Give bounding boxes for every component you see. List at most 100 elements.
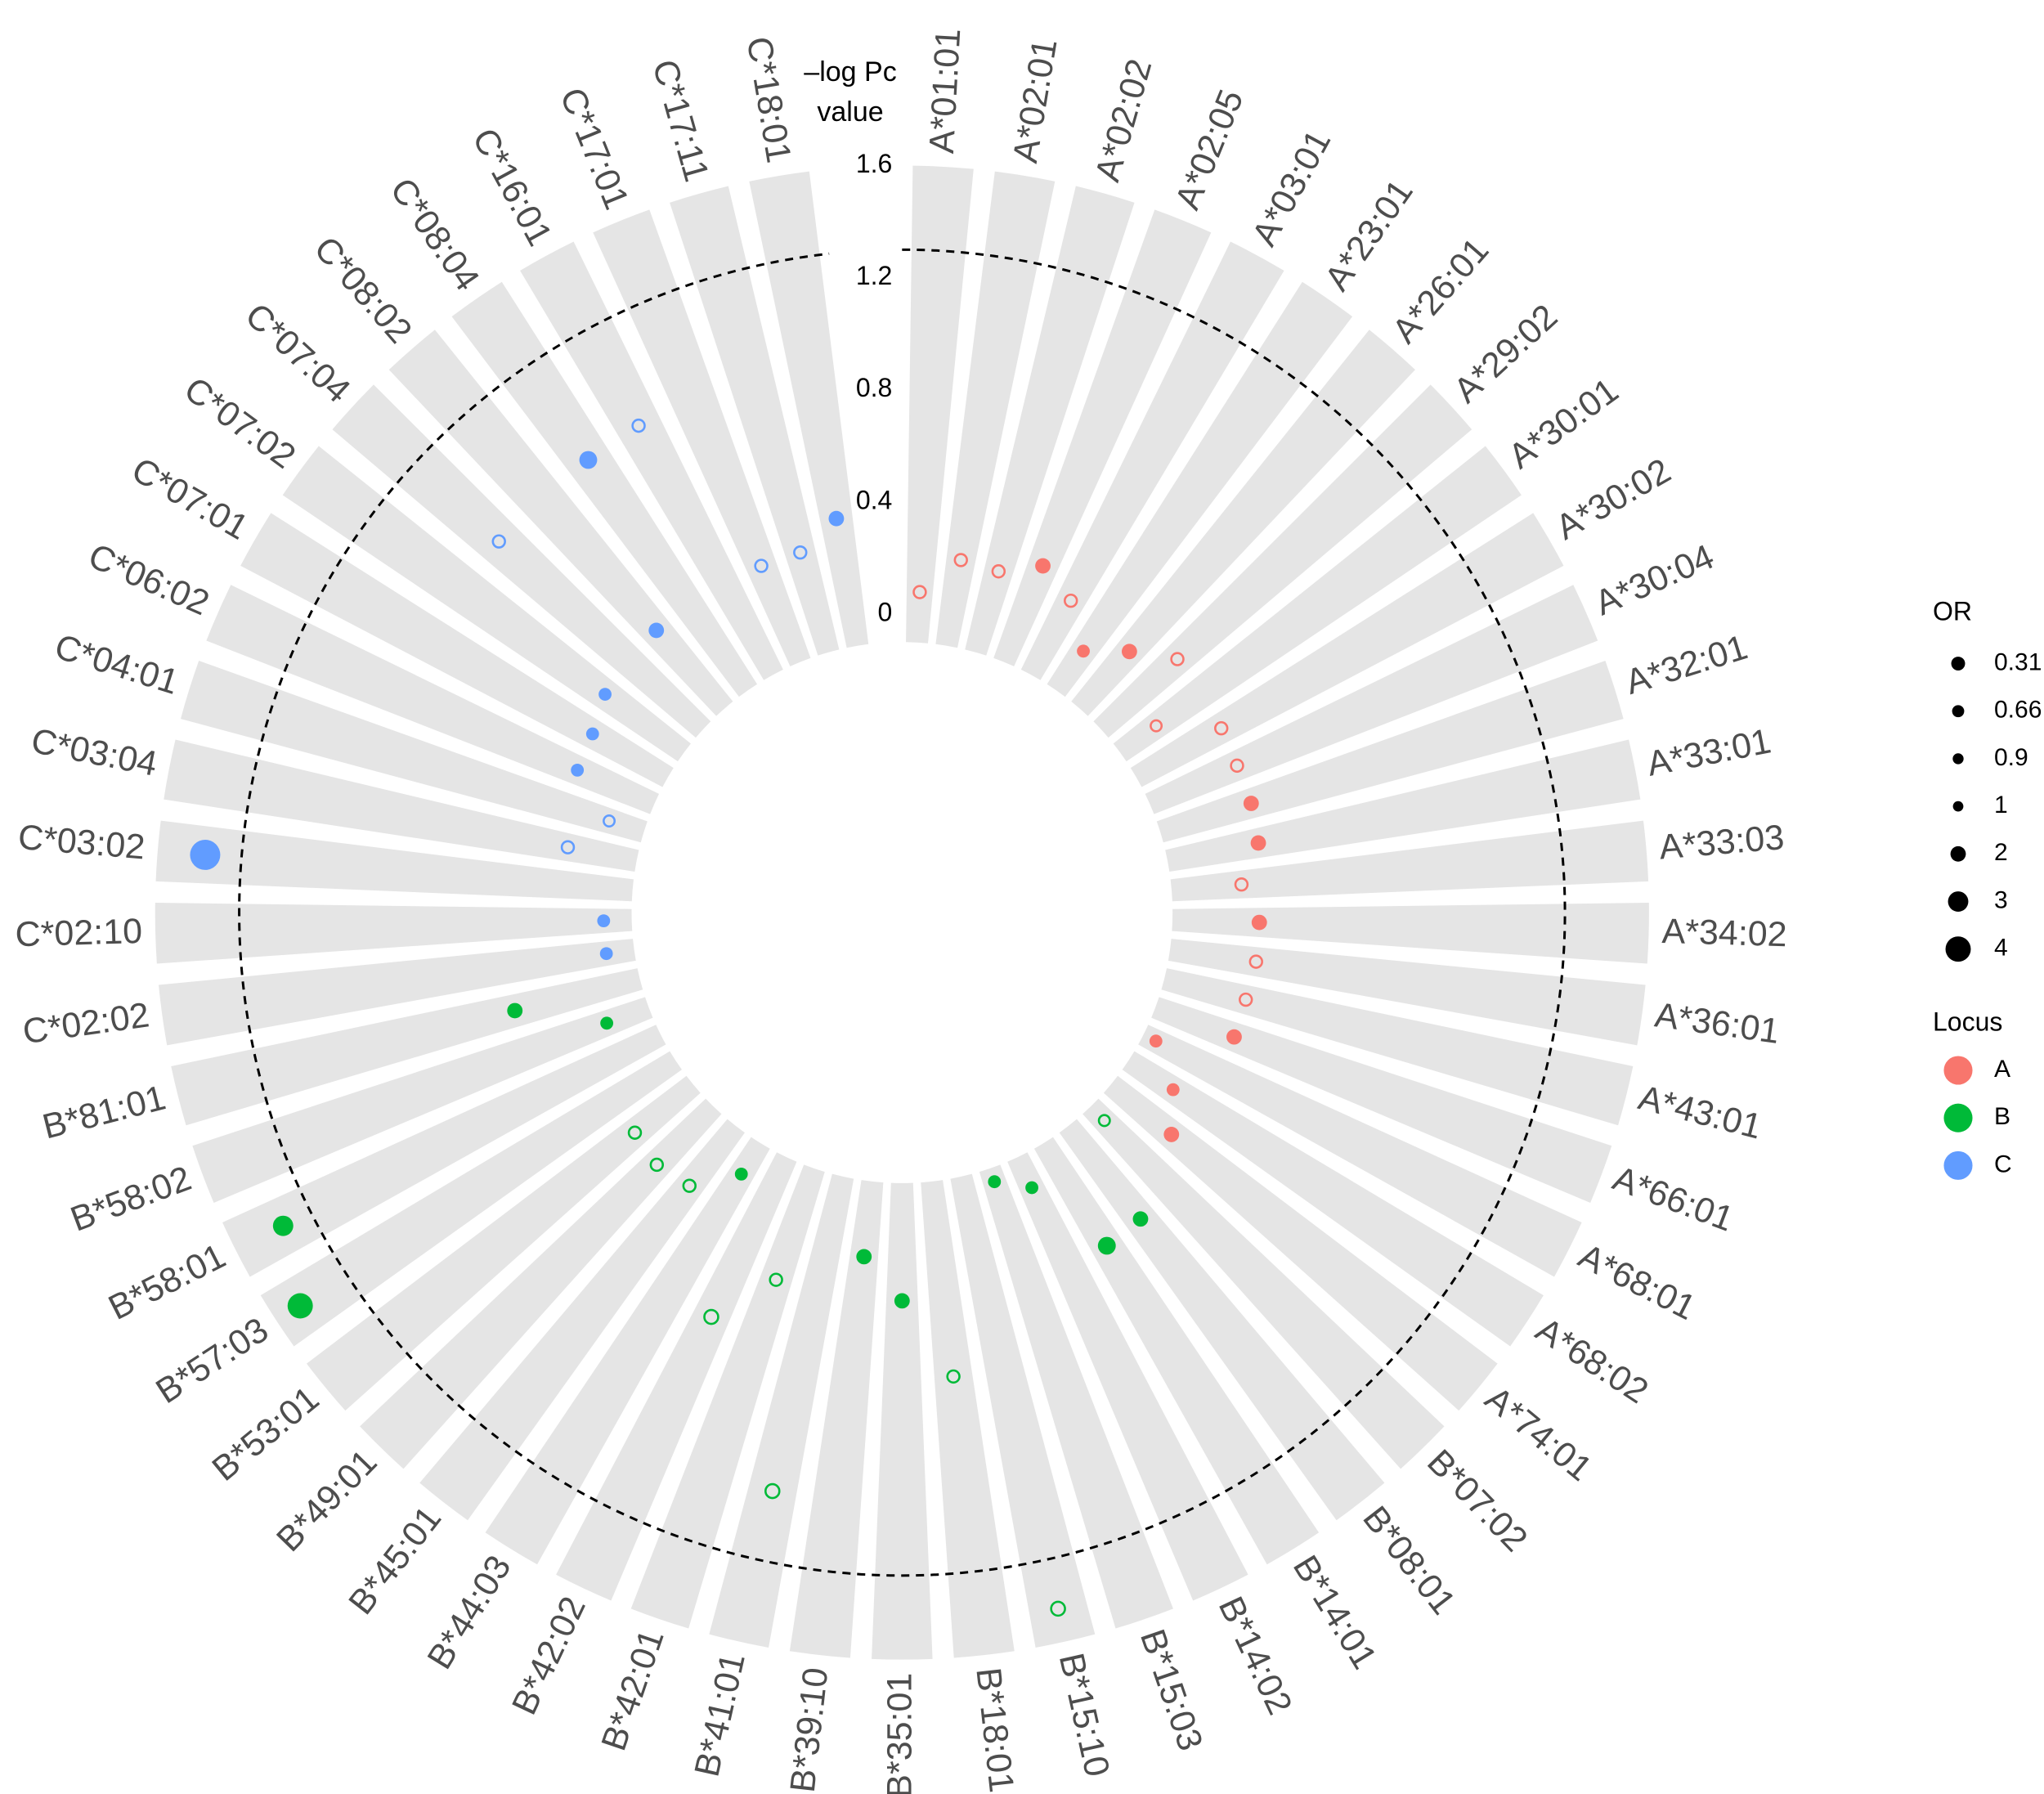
- point: [648, 622, 665, 639]
- background-bar: [282, 446, 691, 762]
- background-bar: [1103, 1075, 1498, 1411]
- background-bar: [965, 186, 1135, 656]
- point: [597, 914, 611, 928]
- point: [1132, 1211, 1149, 1227]
- legend-size-dot: [1948, 891, 1969, 912]
- category-label: B*18:01: [968, 1666, 1021, 1794]
- category-label: B*08:01: [1355, 1499, 1463, 1621]
- legend-label: A: [1994, 1056, 2010, 1083]
- legend-color-dot: [1943, 1103, 1973, 1132]
- category-label: B*14:02: [1211, 1590, 1300, 1720]
- category-label: A*74:01: [1477, 1379, 1599, 1488]
- background-bar: [240, 513, 674, 787]
- category-label: B*81:01: [38, 1078, 169, 1146]
- point: [1025, 1181, 1038, 1195]
- point: [1097, 1114, 1111, 1128]
- point: [585, 727, 599, 741]
- category-label: B*49:01: [269, 1442, 384, 1559]
- category-label: C*04:01: [50, 627, 183, 702]
- point: [507, 1002, 523, 1019]
- point: [1251, 914, 1267, 931]
- point: [988, 1175, 1002, 1189]
- category-label: A*30:01: [1502, 370, 1626, 476]
- background-bar: [1113, 446, 1522, 762]
- category-label: B*39:10: [783, 1666, 836, 1794]
- legend-size-dot: [1950, 845, 1966, 862]
- point: [1214, 720, 1229, 736]
- legend-color-dot: [1943, 1056, 1973, 1085]
- threshold-line: [238, 248, 1567, 1577]
- category-label: B*45:01: [341, 1499, 449, 1621]
- category-label: C*08:02: [307, 229, 419, 351]
- point: [1234, 877, 1249, 892]
- legend-label: 1: [1994, 792, 2008, 819]
- category-label: B*14:01: [1285, 1549, 1384, 1676]
- point: [1226, 1029, 1242, 1045]
- background-bar: [451, 281, 758, 697]
- point: [287, 1293, 313, 1319]
- background-bar: [1168, 939, 1646, 1046]
- background-bar: [921, 1180, 1015, 1658]
- category-label: B*15:10: [1051, 1649, 1117, 1780]
- category-label: A*36:01: [1652, 995, 1782, 1052]
- category-label: A*02:02: [1088, 55, 1160, 186]
- background-bar: [260, 1051, 682, 1347]
- background-bar: [171, 968, 643, 1126]
- category-label: A*66:01: [1607, 1159, 1738, 1240]
- point: [1230, 758, 1244, 774]
- point: [571, 763, 585, 777]
- background-bar: [670, 186, 840, 656]
- point: [1149, 1034, 1163, 1048]
- category-label: C*02:10: [15, 912, 143, 954]
- point: [1097, 1236, 1116, 1255]
- category-label: C*03:02: [16, 818, 146, 868]
- category-label: A*43:01: [1634, 1078, 1765, 1146]
- background-bar: [360, 1098, 722, 1469]
- point: [991, 564, 1006, 579]
- background-bar: [872, 1182, 933, 1660]
- y-tick-label: 1.6: [856, 149, 892, 178]
- legend-label: 0.66: [1994, 697, 2042, 724]
- category-label: A*30:04: [1589, 537, 1719, 623]
- legend-label: 0.9: [1994, 744, 2028, 771]
- background-bar: [950, 1173, 1096, 1648]
- background-bar: [1151, 997, 1612, 1204]
- legend-label: 4: [1994, 935, 2008, 962]
- point: [1248, 954, 1263, 969]
- category-label: A*23:01: [1317, 173, 1421, 298]
- background-bar: [1047, 281, 1353, 697]
- y-tick-label: 0.8: [856, 373, 892, 402]
- category-label: C*17:11: [644, 56, 716, 186]
- category-label: A*68:02: [1529, 1310, 1655, 1411]
- point: [272, 1215, 294, 1236]
- background-bar: [206, 585, 660, 814]
- category-label: B*57:03: [149, 1310, 275, 1411]
- legend-label: 3: [1994, 886, 2008, 913]
- background-bar: [979, 1164, 1173, 1629]
- point: [627, 1125, 643, 1140]
- category-label: A*33:01: [1644, 721, 1774, 783]
- point: [754, 558, 769, 573]
- category-label: B*07:02: [1419, 1442, 1535, 1559]
- category-label: A*29:02: [1446, 297, 1565, 410]
- background-bar: [155, 820, 634, 902]
- point: [491, 534, 506, 549]
- category-label: C*03:04: [28, 721, 160, 784]
- category-label: B*58:02: [65, 1159, 196, 1240]
- legend-size-dot: [1945, 936, 1971, 962]
- background-bar: [307, 1075, 701, 1411]
- legend-label: B: [1994, 1103, 2010, 1130]
- point: [946, 1369, 961, 1384]
- background-bar: [192, 997, 653, 1204]
- point: [1035, 558, 1051, 574]
- category-label: C*07:04: [238, 296, 358, 411]
- background-bar: [520, 241, 783, 680]
- background-bar: [1161, 968, 1634, 1126]
- point: [793, 545, 808, 560]
- category-label: A*32:01: [1621, 627, 1752, 702]
- point: [1121, 644, 1137, 660]
- category-label: A*68:01: [1572, 1236, 1701, 1328]
- background-bar: [630, 1164, 825, 1629]
